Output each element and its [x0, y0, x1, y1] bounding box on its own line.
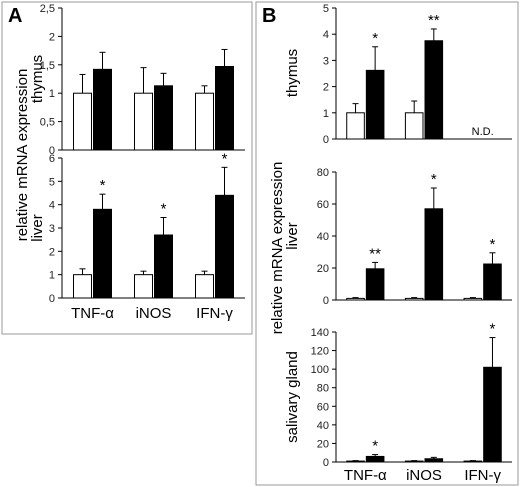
b-liver-bar-treated	[424, 208, 444, 301]
b-salivary-ytick-label: 20	[317, 438, 329, 450]
a-liver-significance: *	[222, 150, 228, 167]
b-thymus-ytick-label: 1	[323, 108, 329, 120]
panel-b-frame	[255, 1, 519, 486]
b-thymus-bar-control	[404, 112, 424, 140]
a-thymus-ytick-label: 1	[49, 88, 55, 100]
a-liver-ytick-label: 1	[49, 270, 55, 282]
b-salivary-category-label: TNF-α	[344, 467, 387, 484]
b-salivary-bar-control	[463, 460, 483, 463]
a-liver-bar-treated	[215, 194, 234, 299]
b-thymus-ytick-label: 2	[323, 82, 329, 94]
a-thymus-bar-control	[195, 92, 214, 151]
a-thymus-ytick-label: 0	[49, 145, 55, 157]
b-thymus-significance: **	[428, 12, 440, 29]
b-thymus-note: N.D.	[472, 126, 494, 138]
b-thymus-ytick-label: 0	[323, 134, 329, 146]
b-thymus-ytick-label: 5	[323, 3, 329, 15]
a-liver-ytick-label: 4	[49, 200, 55, 212]
a-liver-bar-control	[195, 274, 214, 299]
b-salivary-category-label: IFN-γ	[464, 467, 501, 484]
a-liver-ytick-label: 3	[49, 223, 55, 235]
a-thymus-ytick-label: 2	[49, 31, 55, 43]
b-thymus-ytick-label: 3	[323, 55, 329, 67]
b-liver-bar-treated	[483, 263, 502, 301]
b-salivary-ytick-label: 60	[317, 401, 329, 413]
a-thymus-bar-control	[73, 92, 92, 151]
b-liver-significance: *	[490, 236, 496, 253]
b-salivary-significance: *	[490, 321, 496, 338]
a-liver-bar-treated	[93, 208, 112, 299]
b-liver-ytick-label: 0	[323, 295, 329, 307]
b-liver-ylabel: liver	[284, 222, 301, 250]
a-thymus-bar-treated	[93, 68, 112, 151]
b-liver-ytick-label: 60	[317, 199, 329, 211]
a-liver-ytick-label: 5	[49, 176, 55, 188]
b-salivary-ytick-label: 140	[311, 327, 329, 339]
a-liver-bar-treated	[154, 234, 173, 299]
b-salivary-ytick-label: 80	[317, 383, 329, 395]
b-thymus-bar-treated	[424, 40, 444, 140]
b-liver-bar-control	[346, 297, 365, 301]
b-salivary-ylabel: salivary gland	[284, 351, 301, 443]
b-thymus-bar-control	[346, 112, 365, 140]
a-liver-significance: *	[161, 201, 167, 218]
b-thymus-ylabel: thymus	[284, 49, 301, 97]
b-salivary-ytick-label: 120	[311, 346, 329, 358]
b-liver-ytick-label: 80	[317, 167, 329, 179]
panel-b-ylabel: relative mRNA expression	[269, 162, 286, 335]
panel-a-label: A	[8, 5, 22, 27]
a-liver-ytick-label: 0	[49, 293, 55, 305]
b-salivary-significance: *	[372, 438, 378, 455]
a-liver-ytick-label: 6	[49, 153, 55, 165]
a-thymus-ylabel: thymus	[29, 55, 46, 103]
a-thymus-bar-treated	[154, 85, 173, 151]
b-salivary-bar-control	[346, 460, 365, 463]
a-thymus-bar-control	[134, 92, 153, 151]
b-salivary-bar-treated	[483, 366, 502, 463]
a-thymus-bar-treated	[215, 66, 234, 151]
a-liver-bar-control	[73, 274, 92, 299]
b-thymus-ytick-label: 4	[323, 29, 329, 41]
a-liver-category-label: IFN-γ	[196, 305, 233, 322]
a-thymus-ytick-label: 2,5	[40, 3, 55, 15]
b-liver-bar-control	[404, 297, 424, 301]
b-salivary-ytick-label: 0	[323, 457, 329, 469]
b-liver-significance: **	[369, 245, 381, 262]
a-liver-ytick-label: 2	[49, 246, 55, 258]
b-thymus-significance: *	[372, 30, 378, 47]
b-salivary-bar-treated	[424, 458, 444, 463]
panel-a-liver-chart: 0 1 2 3 4 5 6 liver * TNF-α * iNOS * IFN-γ	[29, 150, 245, 322]
b-liver-significance: *	[431, 171, 437, 188]
panel-a-thymus-chart: 0 0,5 1 1,5 2 2,5 thymus	[29, 3, 245, 157]
b-liver-bar-control	[463, 297, 483, 301]
b-salivary-ytick-label: 40	[317, 420, 329, 432]
panel-b-label: B	[262, 5, 276, 27]
b-liver-ytick-label: 20	[317, 263, 329, 275]
b-salivary-bar-control	[404, 460, 424, 463]
panel-b-salivary-chart: 0 20 40 60 80 100 120 140 salivary gland * TNF-α iN…	[284, 321, 512, 484]
b-liver-ytick-label: 40	[317, 231, 329, 243]
a-thymus-ytick-label: 0,5	[40, 117, 55, 129]
b-thymus-bar-treated	[365, 69, 385, 140]
a-thymus-ytick-label: 1,5	[40, 60, 55, 72]
b-liver-bar-treated	[365, 268, 385, 301]
a-liver-bar-control	[134, 274, 153, 299]
panel-a-ylabel: relative mRNA expression	[14, 69, 31, 242]
a-liver-category-label: iNOS	[136, 305, 172, 322]
a-liver-ylabel: liver	[29, 214, 46, 242]
a-liver-category-label: TNF-α	[71, 305, 114, 322]
panel-a-frame	[1, 1, 253, 335]
b-salivary-bar-treated	[365, 455, 385, 463]
a-liver-significance: *	[100, 177, 106, 194]
b-salivary-ytick-label: 100	[311, 364, 329, 376]
b-salivary-category-label: iNOS	[406, 467, 442, 484]
